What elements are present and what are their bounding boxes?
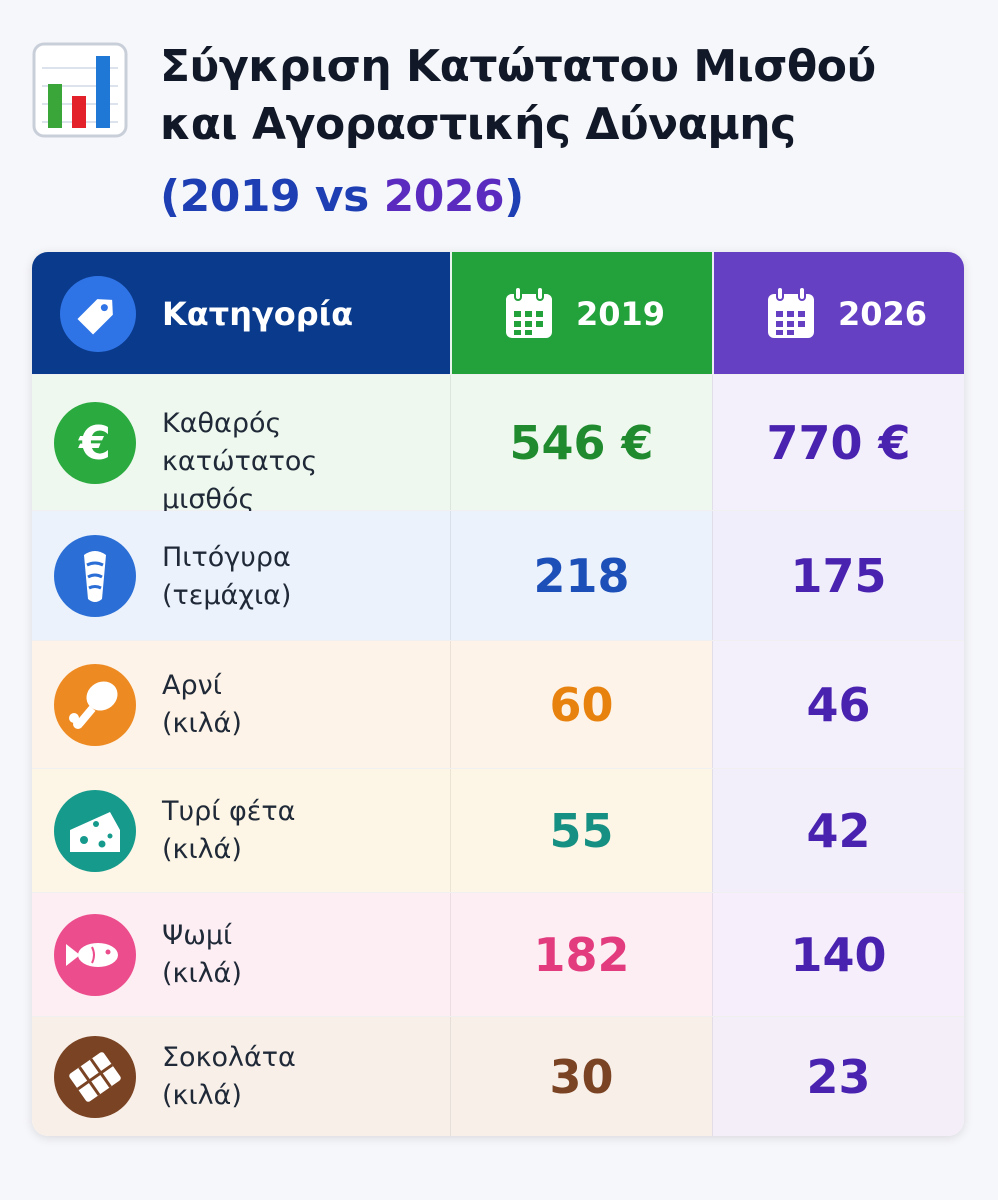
category-cell: Σοκολάτα (κιλά) <box>32 1017 450 1136</box>
value-2026: 23 <box>806 1050 871 1104</box>
value-2026: 46 <box>806 678 871 732</box>
value-2019: 55 <box>549 804 614 858</box>
value-2026-cell: 46 <box>712 641 964 768</box>
value-2019-cell: 60 <box>450 641 712 768</box>
gyro-wrap-icon <box>54 535 136 617</box>
value-2019-cell: 30 <box>450 1017 712 1136</box>
header-2026-label: 2026 <box>838 295 928 333</box>
category-label-line-1: Τυρί φέτα <box>162 796 296 827</box>
subtitle-open: ( <box>160 171 180 222</box>
value-2026-cell: 770 € <box>712 375 964 510</box>
table-row: Ψωμί (κιλά) 182 140 <box>32 892 964 1016</box>
category-label-line-1: Σοκολάτα <box>162 1042 296 1073</box>
header-2026: 2026 <box>712 252 964 374</box>
category-cell: € Καθαρός κατώτατος μισθός <box>32 375 450 515</box>
header-category-label: Κατηγορία <box>162 295 354 333</box>
cheese-icon <box>54 790 136 872</box>
calendar-icon <box>768 286 814 338</box>
euro-icon: € <box>54 402 136 484</box>
category-label-line-1: Αρνί <box>162 670 222 701</box>
fish-icon <box>54 914 136 996</box>
bar-chart-icon <box>32 42 128 138</box>
value-2026: 175 <box>790 549 887 603</box>
subtitle-close: ) <box>504 171 524 222</box>
svg-text:€: € <box>78 416 111 470</box>
table-row: Αρνί (κιλά) 60 46 <box>32 640 964 768</box>
category-label: Ψωμί (κιλά) <box>162 917 442 993</box>
category-label-line-2: (κιλά) <box>162 958 242 989</box>
category-label-line-2: (κιλά) <box>162 834 242 865</box>
calendar-icon <box>506 286 552 338</box>
category-cell: Πιτόγυρα (τεμάχια) <box>32 511 450 640</box>
category-cell: Αρνί (κιλά) <box>32 641 450 768</box>
category-label: Πιτόγυρα (τεμάχια) <box>162 539 442 615</box>
category-label: Αρνί (κιλά) <box>162 667 442 743</box>
value-2026-cell: 140 <box>712 893 964 1016</box>
subtitle-year-2019: 2019 <box>179 171 301 222</box>
category-label: Σοκολάτα (κιλά) <box>162 1039 442 1115</box>
table-row: Σοκολάτα (κιλά) 30 23 <box>32 1016 964 1136</box>
value-2019: 182 <box>533 928 630 982</box>
value-2026: 140 <box>790 928 887 982</box>
table-row: Τυρί φέτα (κιλά) 55 42 <box>32 768 964 892</box>
subtitle-vs: vs <box>314 171 369 222</box>
value-2026-cell: 175 <box>712 511 964 640</box>
page-header: Σύγκριση Κατώτατου Μισθού και Αγοραστική… <box>0 0 998 250</box>
category-label-line-2: (τεμάχια) <box>162 580 292 611</box>
table-row: € Καθαρός κατώτατος μισθός 546 € 770 € <box>32 374 964 515</box>
category-label-line-2: μισθός <box>162 484 255 515</box>
category-label-line-1: Ψωμί <box>162 920 233 951</box>
meat-drumstick-icon <box>54 664 136 746</box>
category-label-line-1: Καθαρός κατώτατος <box>162 408 318 477</box>
value-2019-cell: 218 <box>450 511 712 640</box>
category-label-line-2: (κιλά) <box>162 708 242 739</box>
category-cell: Ψωμί (κιλά) <box>32 893 450 1016</box>
title-line-1: Σύγκριση Κατώτατου Μισθού <box>160 41 876 92</box>
value-2019-cell: 546 € <box>450 375 712 510</box>
chocolate-bar-icon <box>54 1036 136 1118</box>
header-2019: 2019 <box>450 252 712 374</box>
page-subtitle: (2019 vs 2026) <box>160 168 524 226</box>
category-cell: Τυρί φέτα (κιλά) <box>32 769 450 892</box>
category-label-line-2: (κιλά) <box>162 1080 242 1111</box>
tag-icon <box>60 276 136 352</box>
table-row: Πιτόγυρα (τεμάχια) 218 175 <box>32 510 964 640</box>
value-2019: 218 <box>533 549 630 603</box>
value-2026: 770 € <box>766 416 911 470</box>
value-2026: 42 <box>806 804 871 858</box>
header-2019-label: 2019 <box>576 295 666 333</box>
category-label: Τυρί φέτα (κιλά) <box>162 793 442 869</box>
value-2019: 546 € <box>509 416 654 470</box>
value-2026-cell: 42 <box>712 769 964 892</box>
category-label: Καθαρός κατώτατος μισθός <box>162 405 442 519</box>
comparison-table: Κατηγορία 2019 2026 <box>32 252 964 1136</box>
header-category: Κατηγορία <box>32 252 450 374</box>
value-2019: 30 <box>549 1050 614 1104</box>
subtitle-year-2026: 2026 <box>383 171 505 222</box>
title-line-2: και Αγοραστικής Δύναμης <box>160 99 796 150</box>
value-2019: 60 <box>549 678 614 732</box>
page-title: Σύγκριση Κατώτατου Μισθού και Αγοραστική… <box>160 38 980 154</box>
value-2019-cell: 182 <box>450 893 712 1016</box>
value-2026-cell: 23 <box>712 1017 964 1136</box>
category-label-line-1: Πιτόγυρα <box>162 542 291 573</box>
value-2019-cell: 55 <box>450 769 712 892</box>
